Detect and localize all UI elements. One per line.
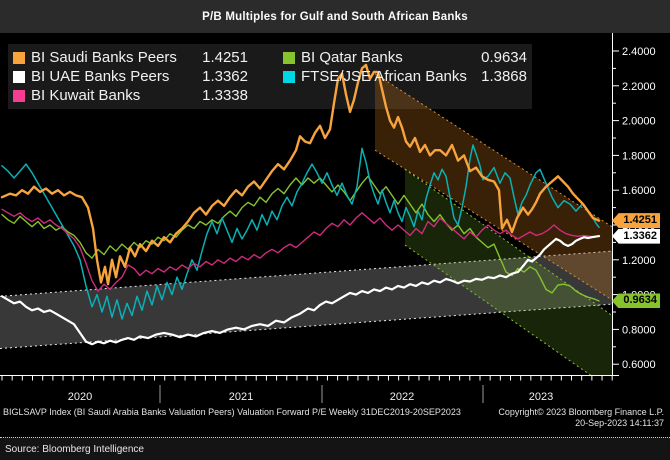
legend-label: BI Saudi Banks Peers (31, 49, 177, 66)
uae-regression-channel (0, 250, 612, 350)
x-axis-year-label: 2020 (68, 391, 92, 403)
x-axis-year-label: 2021 (229, 391, 253, 403)
timestamp-text: 20-Sep-2023 14:11:37 (575, 418, 664, 428)
legend-label: BI UAE Banks Peers (31, 68, 170, 85)
legend-value: 0.9634 (481, 49, 527, 66)
title-bar: P/B Multiples for Gulf and South African… (0, 0, 670, 33)
chart-description: BIGLSAVP Index (BI Saudi Arabia Banks Va… (3, 407, 461, 417)
legend-column-right: BI Qatar Banks 0.9634 FTSE/JSE African B… (283, 48, 527, 86)
y-axis-label: 1.6000 (622, 185, 656, 197)
y-axis-label: 2.0000 (622, 116, 656, 128)
copyright-text: Copyright© 2023 Bloomberg Finance L.P. (498, 407, 664, 417)
legend-label: BI Qatar Banks (301, 49, 403, 66)
y-axis-label: 0.6000 (622, 359, 656, 371)
y-axis-label: 1.2000 (622, 255, 656, 267)
legend-item[interactable]: BI UAE Banks Peers 1.3362 (13, 67, 248, 86)
legend-swatch-icon (13, 51, 25, 64)
y-axis-label: 0.8000 (622, 324, 656, 336)
series-line (0, 63, 601, 286)
source-text: Source: Bloomberg Intelligence (5, 443, 144, 455)
legend-item[interactable]: BI Kuwait Banks 1.3338 (13, 86, 248, 105)
x-axis-year-label: 2023 (529, 391, 553, 403)
legend-label: BI Kuwait Banks (31, 87, 141, 104)
series-line (1, 175, 600, 302)
legend-swatch-icon (283, 51, 295, 64)
legend-value: 1.3868 (481, 68, 527, 85)
chart-title: P/B Multiples for Gulf and South African… (202, 10, 468, 23)
legend-value: 1.3362 (202, 68, 248, 85)
last-price-badge: 0.9634 (612, 293, 660, 309)
legend-value: 1.3338 (202, 87, 248, 104)
series-line (1, 208, 600, 292)
y-axis-label: 2.2000 (622, 81, 656, 93)
legend-label: FTSE/JSE African Banks (301, 68, 467, 85)
legend-swatch-icon (13, 89, 25, 102)
legend-swatch-icon (13, 70, 25, 83)
last-price-badge: 1.4251 (612, 213, 660, 229)
legend-column-left: BI Saudi Banks Peers 1.4251 BI UAE Banks… (13, 48, 248, 105)
legend-value: 1.4251 (202, 49, 248, 66)
last-price-badge: 1.3362 (612, 228, 660, 244)
y-axis-label: 2.4000 (622, 46, 656, 58)
legend-swatch-icon (283, 70, 295, 83)
legend-panel (8, 44, 532, 109)
legend-item[interactable]: FTSE/JSE African Banks 1.3868 (283, 67, 527, 86)
y-axis-label: 1.8000 (622, 150, 656, 162)
source-bar: Source: Bloomberg Intelligence (0, 437, 670, 460)
legend-item[interactable]: BI Saudi Banks Peers 1.4251 (13, 48, 248, 67)
qatar-regression-channel (404, 168, 612, 376)
plot-area (0, 63, 612, 376)
saudi-regression-channel (374, 73, 612, 301)
x-axis-year-label: 2022 (390, 391, 414, 403)
legend-item[interactable]: BI Qatar Banks 0.9634 (283, 48, 527, 67)
series-line (1, 144, 600, 320)
series-line (0, 235, 601, 346)
